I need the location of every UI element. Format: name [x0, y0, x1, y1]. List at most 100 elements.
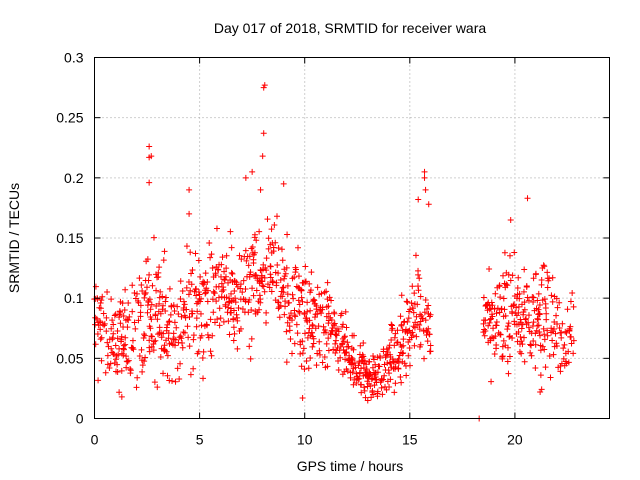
data-point	[503, 281, 510, 288]
data-point	[98, 297, 105, 304]
data-point	[537, 347, 544, 354]
data-point	[136, 275, 143, 282]
data-point	[374, 388, 381, 395]
data-point	[403, 298, 410, 305]
data-point	[533, 327, 540, 334]
data-point	[164, 321, 171, 328]
data-point	[315, 323, 322, 330]
data-point	[198, 332, 205, 339]
data-point	[335, 328, 342, 335]
data-point	[167, 311, 174, 318]
data-point	[245, 262, 252, 269]
data-point	[349, 369, 356, 376]
data-point	[108, 345, 115, 352]
data-point	[273, 282, 280, 289]
data-point	[138, 346, 145, 353]
data-point	[335, 366, 342, 373]
data-point	[122, 341, 129, 348]
data-point	[564, 306, 571, 313]
data-point	[208, 251, 215, 258]
data-point	[141, 358, 148, 365]
data-point	[111, 312, 118, 319]
data-point	[141, 331, 148, 338]
y-tick-label: 0.15	[56, 230, 83, 246]
data-point	[220, 318, 227, 325]
data-point	[407, 306, 414, 313]
data-point	[137, 313, 144, 320]
data-point	[322, 329, 329, 336]
data-point	[187, 287, 194, 294]
data-point	[142, 289, 149, 296]
data-point	[253, 272, 260, 279]
data-point	[528, 352, 535, 359]
data-point	[347, 374, 354, 381]
data-point	[213, 298, 220, 305]
data-point	[98, 357, 105, 364]
data-point	[247, 269, 254, 276]
data-point	[133, 384, 140, 391]
data-point	[118, 367, 125, 374]
data-point	[279, 284, 286, 291]
data-point	[560, 345, 567, 352]
data-point	[361, 387, 368, 394]
data-point	[320, 323, 327, 330]
data-point	[192, 250, 199, 257]
data-point	[177, 360, 184, 367]
data-point	[369, 387, 376, 394]
data-point	[370, 391, 377, 398]
data-point	[406, 345, 413, 352]
data-point	[170, 330, 177, 337]
data-point	[415, 267, 422, 274]
data-point	[121, 346, 128, 353]
data-point	[107, 360, 114, 367]
data-point	[283, 328, 290, 335]
data-point	[561, 341, 568, 348]
data-point	[323, 313, 330, 320]
data-point	[339, 323, 346, 330]
data-point	[189, 310, 196, 317]
data-point	[379, 391, 386, 398]
data-point	[500, 295, 507, 302]
data-point	[330, 346, 337, 353]
data-point	[427, 311, 434, 318]
data-point	[246, 343, 253, 350]
data-point	[214, 266, 221, 273]
data-point	[115, 351, 122, 358]
data-point	[232, 295, 239, 302]
data-point	[532, 341, 539, 348]
data-point	[515, 274, 522, 281]
data-point	[482, 317, 489, 324]
data-point	[541, 346, 548, 353]
data-point	[229, 270, 236, 277]
data-point	[324, 363, 331, 370]
data-point	[155, 331, 162, 338]
data-point	[254, 275, 261, 282]
data-point	[179, 344, 186, 351]
data-point	[155, 269, 162, 276]
data-point	[163, 324, 170, 331]
data-point	[544, 269, 551, 276]
data-point	[142, 354, 149, 361]
data-point	[207, 254, 214, 261]
data-point	[417, 311, 424, 318]
data-point	[230, 316, 237, 323]
data-point	[331, 310, 338, 317]
data-point	[389, 325, 396, 332]
data-point	[305, 365, 312, 372]
data-point	[506, 252, 513, 259]
data-point	[103, 314, 110, 321]
data-points	[91, 82, 577, 422]
data-point	[264, 216, 271, 223]
data-point	[345, 343, 352, 350]
data-point	[506, 353, 513, 360]
data-point	[497, 331, 504, 338]
data-point	[287, 335, 294, 342]
data-point	[307, 354, 314, 361]
x-tick-label: 10	[297, 432, 313, 448]
data-point	[171, 307, 178, 314]
data-point	[500, 337, 507, 344]
data-point	[316, 347, 323, 354]
data-point	[230, 307, 237, 314]
data-point	[548, 292, 555, 299]
data-point	[104, 361, 111, 368]
